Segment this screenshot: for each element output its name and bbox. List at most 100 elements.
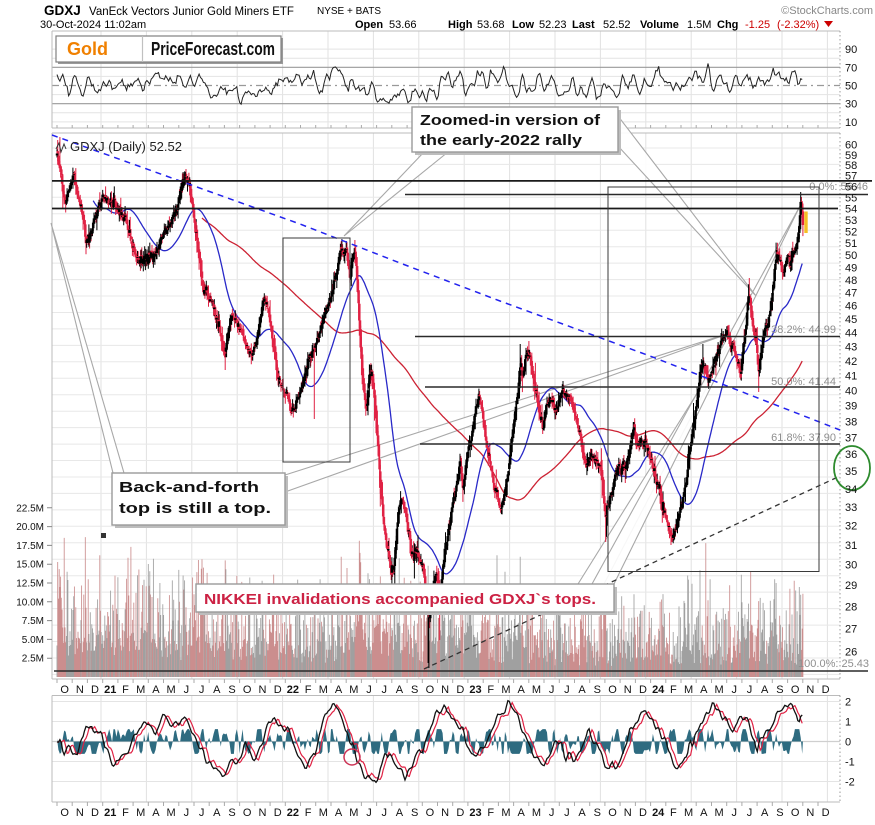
svg-text:F: F [487, 684, 494, 696]
svg-text:55: 55 [845, 192, 857, 204]
svg-text:J: J [747, 807, 753, 819]
svg-text:38: 38 [845, 416, 857, 428]
svg-text:M: M [501, 807, 510, 819]
svg-text:J: J [184, 684, 190, 696]
svg-text:N: N [624, 807, 632, 819]
svg-text:20.0M: 20.0M [16, 522, 44, 533]
svg-text:N: N [76, 807, 84, 819]
svg-text:1.5M: 1.5M [687, 19, 711, 31]
svg-text:N: N [76, 684, 84, 696]
svg-text:N: N [441, 684, 449, 696]
svg-text:O: O [608, 807, 617, 819]
svg-text:0: 0 [845, 737, 851, 749]
svg-text:12.5M: 12.5M [16, 579, 44, 590]
svg-text:A: A [152, 684, 160, 696]
svg-text:10.0M: 10.0M [16, 597, 44, 608]
svg-text:56: 56 [845, 181, 857, 193]
svg-text:A: A [518, 807, 526, 819]
svg-text:A: A [578, 807, 586, 819]
svg-text:J: J [732, 684, 738, 696]
svg-text:M: M [319, 807, 328, 819]
svg-text:D: D [456, 807, 464, 819]
svg-text:A: A [700, 684, 708, 696]
svg-text:O: O [608, 684, 617, 696]
svg-text:53: 53 [845, 215, 857, 227]
svg-text:S: S [411, 807, 418, 819]
svg-text:42: 42 [845, 356, 857, 368]
svg-text:NYSE + BATS: NYSE + BATS [317, 6, 381, 17]
svg-text:NIKKEI invalidations accompani: NIKKEI invalidations accompanied GDXJ`s … [204, 591, 596, 608]
svg-text:M: M [501, 684, 510, 696]
svg-text:43: 43 [845, 342, 857, 354]
svg-text:37: 37 [845, 433, 857, 445]
svg-text:53.68: 53.68 [477, 19, 505, 31]
svg-text:24: 24 [652, 807, 665, 819]
svg-text:57: 57 [845, 171, 857, 183]
svg-text:F: F [487, 807, 494, 819]
svg-text:J: J [366, 684, 372, 696]
svg-text:A: A [396, 807, 404, 819]
svg-text:90: 90 [845, 44, 857, 56]
svg-text:50.0%: 41.44: 50.0%: 41.44 [771, 376, 836, 388]
svg-text:Zoomed-in version of: Zoomed-in version of [420, 112, 601, 129]
svg-text:M: M [319, 684, 328, 696]
svg-text:M: M [532, 684, 541, 696]
svg-text:51: 51 [845, 238, 857, 250]
svg-text:(-2.32%): (-2.32%) [777, 19, 819, 31]
svg-text:70: 70 [845, 62, 857, 74]
svg-text:M: M [136, 684, 145, 696]
svg-text:N: N [806, 684, 814, 696]
svg-text:A: A [335, 807, 343, 819]
svg-text:Low: Low [512, 19, 534, 31]
svg-text:0.0%: 56.46: 0.0%: 56.46 [809, 181, 868, 193]
svg-text:23: 23 [469, 684, 481, 696]
svg-text:22: 22 [287, 807, 299, 819]
svg-text:S: S [594, 684, 601, 696]
svg-text:J: J [549, 684, 555, 696]
svg-text:31: 31 [845, 540, 857, 552]
svg-text:59: 59 [845, 150, 857, 162]
svg-text:52: 52 [845, 226, 857, 238]
svg-text:O: O [791, 807, 800, 819]
svg-text:30: 30 [845, 560, 857, 572]
svg-text:F: F [122, 807, 129, 819]
svg-text:A: A [518, 684, 526, 696]
svg-text:J: J [199, 807, 205, 819]
svg-text:F: F [122, 684, 129, 696]
svg-text:100.0%: 25.43: 100.0%: 25.43 [798, 658, 869, 670]
svg-text:N: N [806, 807, 814, 819]
svg-text:28: 28 [845, 602, 857, 614]
svg-text:M: M [532, 807, 541, 819]
svg-text:39: 39 [845, 401, 857, 413]
svg-text:40: 40 [845, 385, 857, 397]
svg-text:F: F [670, 807, 677, 819]
svg-text:2: 2 [845, 697, 851, 709]
svg-text:26: 26 [845, 646, 857, 658]
svg-text:Chg: Chg [717, 19, 738, 31]
svg-text:45: 45 [845, 314, 857, 326]
svg-text:Open: Open [355, 19, 383, 31]
svg-text:30: 30 [845, 99, 857, 111]
svg-text:M: M [167, 684, 176, 696]
svg-text:41: 41 [845, 370, 857, 382]
svg-text:10: 10 [845, 117, 857, 129]
svg-text:J: J [199, 684, 205, 696]
svg-text:M: M [349, 807, 358, 819]
svg-text:22: 22 [287, 684, 299, 696]
svg-text:J: J [366, 807, 372, 819]
svg-text:J: J [564, 807, 570, 819]
svg-text:the early-2022 rally: the early-2022 rally [420, 132, 583, 149]
svg-text:N: N [259, 684, 267, 696]
svg-text:D: D [639, 684, 647, 696]
svg-text:A: A [761, 807, 769, 819]
svg-text:35: 35 [845, 466, 857, 478]
svg-text:O: O [243, 684, 252, 696]
svg-text:M: M [715, 807, 724, 819]
svg-text:32: 32 [845, 521, 857, 533]
svg-text:5.0M: 5.0M [22, 635, 44, 646]
svg-text:top is still a top.: top is still a top. [119, 500, 271, 517]
svg-text:PriceForecast.com: PriceForecast.com [151, 39, 275, 59]
svg-text:D: D [822, 807, 830, 819]
svg-text:D: D [91, 807, 99, 819]
svg-text:S: S [228, 684, 235, 696]
